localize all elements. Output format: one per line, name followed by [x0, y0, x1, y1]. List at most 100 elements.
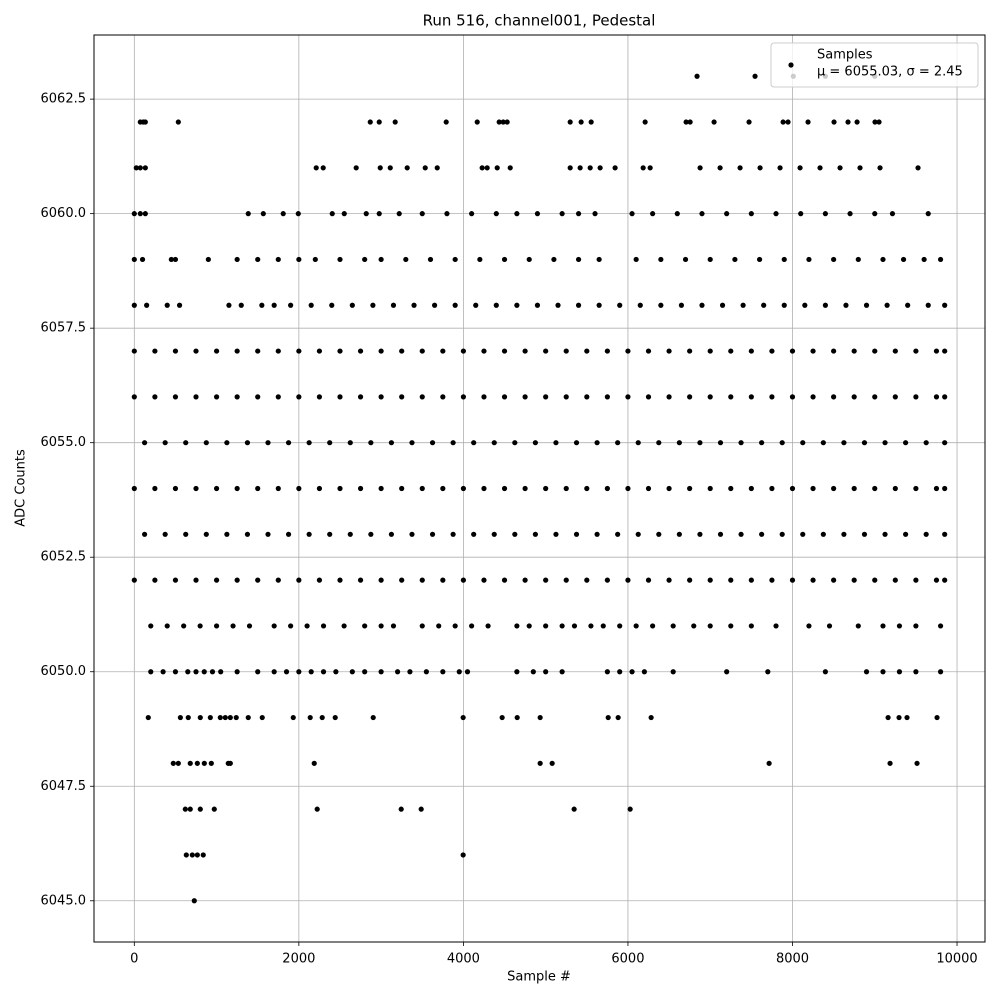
data-point	[738, 440, 744, 446]
data-point	[337, 394, 343, 400]
data-point	[275, 348, 281, 354]
data-point	[728, 485, 734, 492]
data-point	[567, 119, 573, 125]
data-point	[781, 302, 787, 308]
x-axis-label: Sample #	[507, 970, 571, 985]
data-point	[419, 394, 425, 400]
data-point	[213, 623, 220, 629]
data-point	[537, 760, 543, 766]
data-point	[378, 348, 384, 354]
data-point	[756, 256, 763, 263]
data-point	[362, 623, 368, 629]
data-point	[471, 531, 477, 537]
data-point	[604, 577, 610, 583]
data-point	[806, 256, 812, 263]
data-point	[296, 669, 302, 675]
data-point	[197, 714, 203, 721]
data-point	[501, 256, 508, 263]
data-point	[748, 211, 754, 217]
data-point	[687, 348, 693, 354]
data-point	[697, 440, 703, 446]
data-point	[711, 119, 717, 125]
data-point	[316, 577, 323, 583]
data-point	[245, 211, 251, 217]
data-point	[571, 623, 578, 629]
data-point	[903, 440, 909, 446]
data-point	[810, 577, 816, 583]
data-point	[697, 531, 703, 537]
data-point	[707, 394, 713, 400]
data-point	[553, 440, 559, 446]
data-point	[571, 806, 577, 812]
data-point	[645, 485, 652, 492]
data-point	[473, 302, 479, 308]
data-point	[316, 394, 323, 400]
data-point	[933, 394, 940, 400]
data-point	[234, 394, 240, 400]
data-point	[469, 211, 475, 217]
data-point	[903, 531, 909, 537]
data-point	[440, 394, 446, 400]
data-point	[177, 714, 183, 721]
data-point	[559, 211, 565, 217]
data-point	[213, 394, 220, 400]
data-point	[905, 302, 911, 308]
data-point	[296, 577, 302, 583]
data-point	[880, 623, 886, 629]
data-point	[640, 165, 646, 171]
data-point	[175, 760, 181, 766]
data-point	[810, 394, 816, 400]
data-point	[514, 302, 520, 308]
data-point	[851, 577, 857, 583]
data-point	[197, 806, 203, 812]
data-point	[275, 485, 281, 492]
y-tick-label: 6062.5	[41, 92, 87, 107]
data-point	[131, 394, 137, 400]
data-point	[559, 669, 565, 675]
data-point	[185, 714, 191, 721]
data-point	[211, 806, 217, 812]
data-point	[822, 211, 828, 217]
data-point	[259, 302, 265, 308]
data-point	[923, 531, 929, 537]
data-point	[137, 211, 143, 217]
data-point	[933, 485, 940, 492]
data-point	[757, 165, 763, 171]
data-point	[604, 348, 610, 354]
data-point	[191, 898, 197, 904]
legend-box	[770, 42, 979, 88]
data-point	[896, 623, 903, 629]
data-point	[218, 669, 224, 675]
data-point	[942, 348, 948, 354]
data-point	[573, 531, 580, 537]
y-tick-label: 6060.0	[41, 206, 87, 221]
data-point	[522, 348, 528, 354]
data-point	[387, 165, 393, 171]
data-point	[855, 256, 861, 263]
data-point	[131, 577, 137, 583]
legend: Samples μ = 6055.03, σ = 2.45	[770, 42, 979, 88]
data-point	[320, 165, 326, 171]
data-point	[484, 165, 490, 171]
data-point	[913, 623, 919, 629]
data-point	[443, 119, 449, 125]
data-point	[748, 623, 754, 629]
data-point	[255, 669, 261, 675]
data-point	[440, 485, 446, 492]
data-point	[615, 531, 621, 537]
data-point	[857, 165, 863, 171]
data-point	[203, 531, 209, 537]
data-point	[493, 211, 499, 217]
data-point	[296, 394, 302, 400]
data-point	[789, 394, 796, 400]
data-point	[399, 394, 405, 400]
data-point	[748, 348, 754, 354]
data-point	[534, 211, 541, 217]
data-point	[707, 623, 713, 629]
data-point	[368, 440, 374, 446]
data-point	[761, 302, 767, 308]
data-point	[327, 531, 333, 537]
data-point	[617, 669, 623, 675]
data-point	[942, 394, 948, 400]
data-point	[233, 714, 239, 721]
